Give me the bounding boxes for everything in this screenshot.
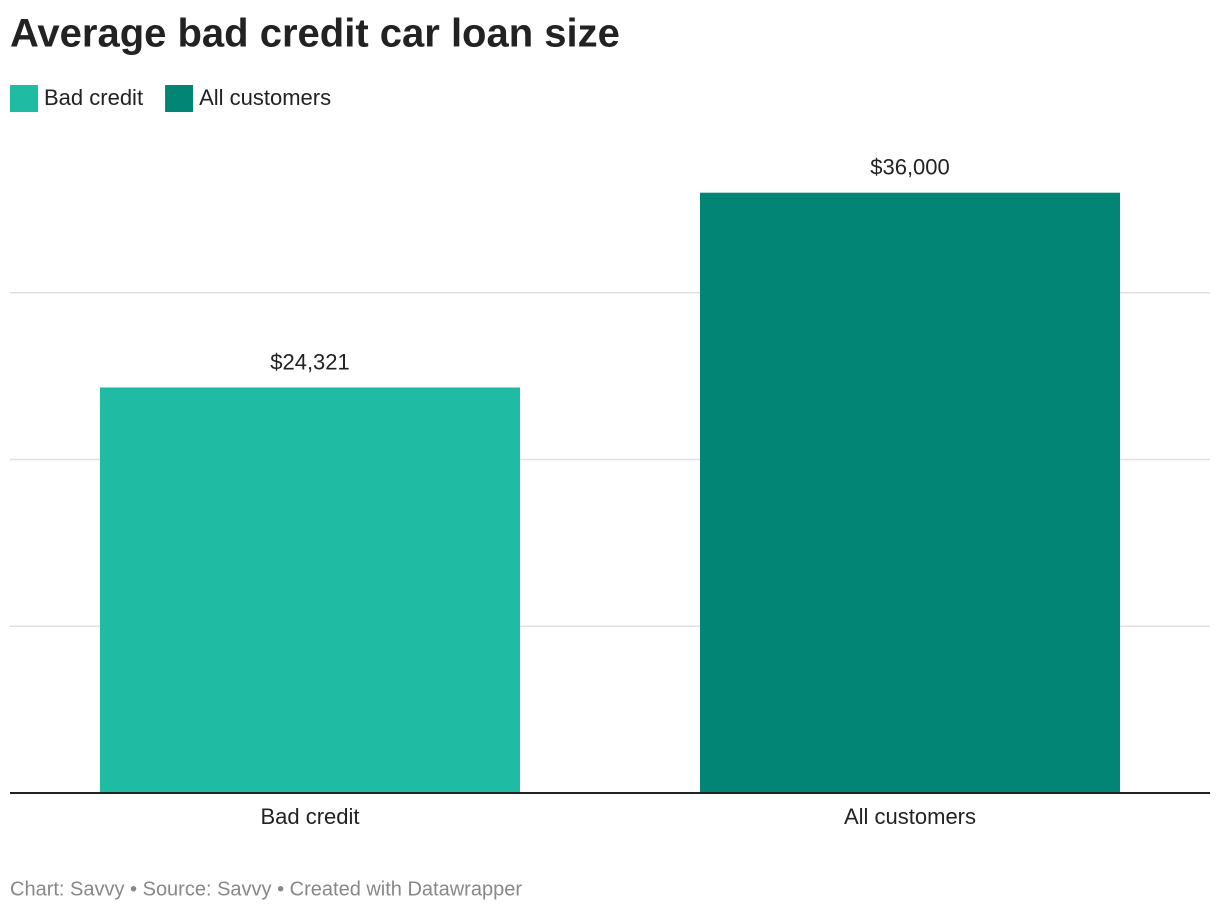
value-label: $24,321 bbox=[270, 349, 350, 374]
source-note: Chart: Savvy • Source: Savvy • Created w… bbox=[10, 878, 522, 900]
chart-title: Average bad credit car loan size bbox=[10, 12, 620, 56]
x-tick-label: Bad credit bbox=[260, 804, 359, 829]
legend-label: Bad credit bbox=[44, 85, 143, 110]
bar bbox=[700, 192, 1120, 793]
legend-swatch bbox=[10, 85, 38, 112]
legend-label: All customers bbox=[199, 85, 331, 110]
legend-swatch bbox=[165, 85, 194, 112]
value-label: $36,000 bbox=[870, 155, 950, 180]
x-tick-label: All customers bbox=[844, 804, 976, 829]
bar bbox=[100, 387, 520, 793]
